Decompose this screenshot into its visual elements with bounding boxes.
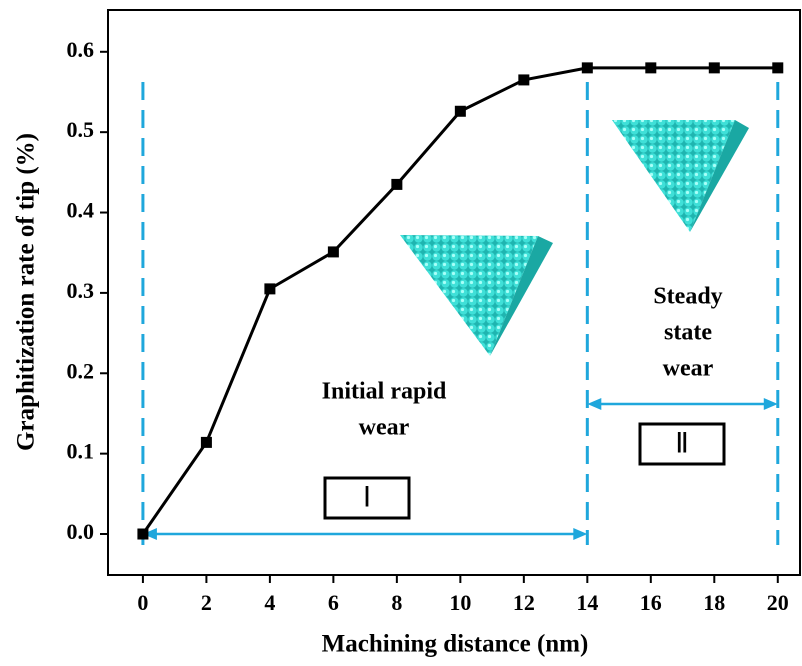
marker: [391, 178, 403, 190]
y-tick-label: 0.2: [67, 358, 95, 383]
region-text: Steady: [653, 284, 722, 310]
arrow-head: [142, 528, 157, 541]
x-tick-label: 0: [137, 590, 148, 615]
arrow-head: [763, 398, 778, 410]
region-label-box: [323, 476, 411, 520]
region-label-box: [638, 422, 726, 466]
marker: [327, 246, 339, 258]
marker: [772, 62, 784, 74]
x-tick-label: 6: [328, 590, 339, 615]
x-tick-label: 16: [640, 590, 662, 615]
arrow-head: [573, 528, 588, 541]
region-label: Ⅰ: [363, 482, 371, 513]
x-tick-label: 8: [391, 590, 402, 615]
x-tick-label: 2: [201, 590, 212, 615]
y-tick-label: 0.4: [67, 198, 95, 223]
marker: [264, 283, 276, 295]
marker: [137, 528, 149, 540]
arrow-head: [587, 398, 602, 410]
marker: [645, 62, 657, 74]
y-tick-label: 0.6: [67, 37, 95, 62]
x-tick-label: 4: [264, 590, 275, 615]
region-text: wear: [663, 356, 714, 382]
pyramid-image: [612, 120, 749, 232]
x-tick-label: 10: [449, 590, 471, 615]
marker: [518, 74, 530, 86]
x-tick-label: 20: [767, 590, 789, 615]
y-tick-label: 0.5: [67, 117, 95, 142]
marker: [708, 62, 720, 74]
x-tick-label: 12: [513, 590, 535, 615]
marker: [200, 436, 212, 448]
region-text: state: [664, 320, 712, 346]
x-tick-label: 14: [576, 590, 598, 615]
y-tick-label: 0.0: [67, 519, 95, 544]
y-axis-label: Graphitization rate of tip (%): [13, 133, 40, 451]
region-text: wear: [359, 415, 410, 441]
x-axis-label: Machining distance (nm): [322, 631, 589, 658]
region-label: Ⅱ: [675, 428, 689, 459]
x-tick-label: 18: [703, 590, 725, 615]
marker: [454, 105, 466, 117]
marker: [581, 62, 593, 74]
region-text: Initial rapid: [322, 379, 447, 405]
y-tick-label: 0.3: [67, 278, 95, 303]
pyramid-image: [400, 235, 553, 356]
y-tick-label: 0.1: [67, 439, 95, 464]
